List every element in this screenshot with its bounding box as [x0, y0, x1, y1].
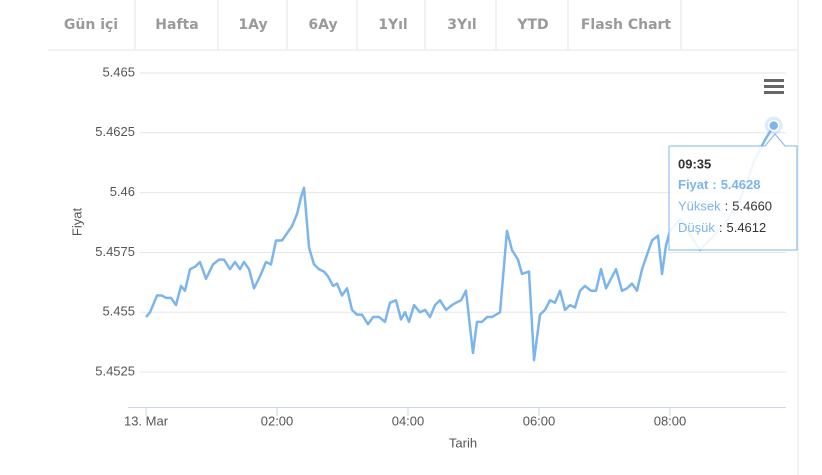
x-tick-label: 08:00 [654, 413, 687, 428]
tooltip-row: Fiyat:5.4628 [678, 177, 760, 192]
tooltip-separator: : [719, 220, 723, 235]
price-line [145, 124, 775, 362]
tab[interactable]: 6Ay [308, 17, 337, 33]
y-tick-label: 5.465 [102, 64, 135, 79]
tooltip-value: 5.4628 [721, 177, 761, 192]
x-tick-label: 06:00 [523, 413, 556, 428]
tooltip-value: 5.4612 [726, 220, 766, 235]
tooltip-row: Düşük:5.4612 [678, 220, 766, 235]
x-tick-label: 04:00 [392, 413, 425, 428]
y-tick-label: 5.455 [102, 304, 135, 319]
menu-bar [764, 91, 784, 94]
tooltip-separator: : [712, 177, 716, 192]
tab[interactable]: Gün içi [64, 17, 118, 33]
y-tick-label: 5.46 [110, 184, 135, 199]
tab[interactable]: 3Yıl [447, 17, 476, 33]
tooltip-label: Yüksek [678, 199, 721, 214]
y-axis-title: Fiyat [69, 208, 84, 237]
tab[interactable]: 1Yıl [378, 17, 407, 33]
hover-point [767, 119, 780, 132]
y-tick-label: 5.4525 [95, 364, 135, 379]
tooltip: 09:35Fiyat:5.4628Yüksek:5.4660Düşük:5.46… [668, 133, 798, 251]
tooltip-value: 5.4660 [732, 199, 772, 214]
tab[interactable]: Hafta [155, 17, 198, 33]
x-tick-label: 13. Mar [124, 413, 169, 428]
x-axis-title: Tarih [449, 435, 477, 450]
tooltip-title: 09:35 [678, 156, 711, 171]
tab[interactable]: YTD [516, 17, 548, 33]
tooltip-box [668, 133, 798, 251]
y-tick-label: 5.4575 [95, 244, 135, 259]
y-tick-label: 5.4625 [95, 124, 135, 139]
tab[interactable]: 1Ay [238, 17, 267, 33]
tab[interactable]: Flash Chart [581, 17, 672, 33]
menu-bar [764, 79, 784, 82]
x-tick-label: 02:00 [261, 413, 294, 428]
tooltip-label: Düşük [678, 220, 715, 235]
tooltip-row: Yüksek:5.4660 [678, 199, 772, 214]
tooltip-label: Fiyat [678, 177, 709, 192]
menu-button[interactable] [764, 79, 784, 94]
tooltip-separator: : [725, 199, 729, 214]
menu-bar [764, 85, 784, 88]
